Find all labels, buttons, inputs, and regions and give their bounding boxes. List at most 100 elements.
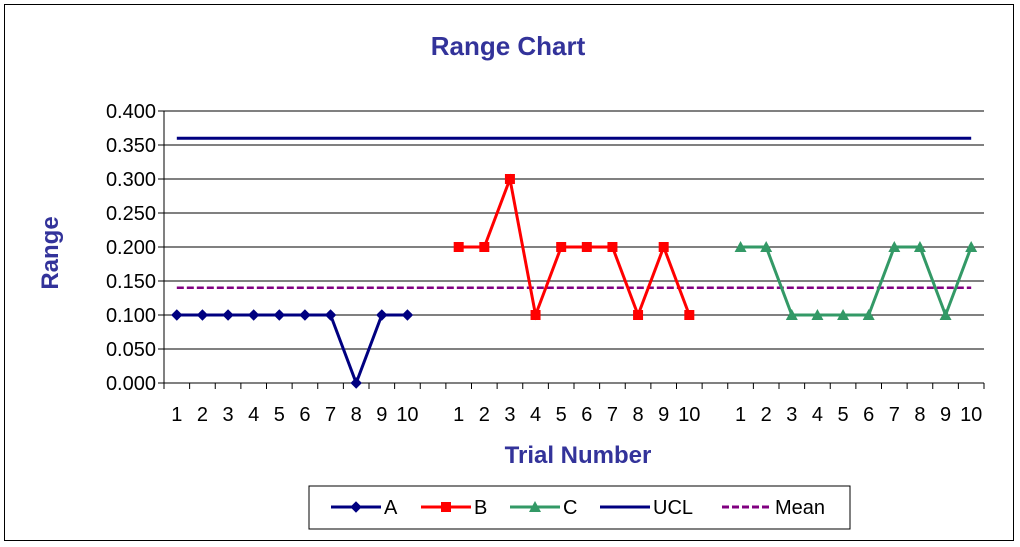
x-tick-label: 5 <box>838 404 849 426</box>
series <box>171 173 978 389</box>
x-axis-title: Trial Number <box>505 442 652 469</box>
x-tick-label: 3 <box>223 404 234 426</box>
data-point-a <box>171 309 183 321</box>
axes <box>158 110 985 389</box>
x-tick-label: 10 <box>678 404 700 426</box>
data-point-b <box>658 242 669 252</box>
x-tick-label: 6 <box>299 404 310 426</box>
x-tick-label: 5 <box>556 404 567 426</box>
x-tick-label: 6 <box>863 404 874 426</box>
series-line-b <box>458 173 691 321</box>
data-point-a <box>273 309 286 321</box>
tick-labels: 0.000 0.050 0.100 0.150 0.200 0.250 0.300 0.350… <box>106 101 982 426</box>
x-tick-label: 5 <box>274 404 285 426</box>
data-point-c <box>965 241 978 252</box>
legend-box <box>308 485 851 530</box>
x-tick-label: 8 <box>633 404 644 426</box>
data-point-c <box>734 241 747 252</box>
x-tick-label: 7 <box>607 404 618 426</box>
x-tick-label: 7 <box>889 404 900 426</box>
y-tick-label: 0.050 <box>106 339 156 361</box>
legend-item-mean: Mean <box>722 497 825 519</box>
x-tick-label: 4 <box>248 404 259 426</box>
x-tick-label: 8 <box>914 404 925 426</box>
data-point-b <box>633 310 644 320</box>
x-tick-label: 2 <box>479 404 490 426</box>
data-point-b <box>530 310 541 320</box>
chart-frame <box>4 4 1014 541</box>
x-tick-label: 4 <box>812 404 823 426</box>
data-point-b <box>504 174 515 184</box>
data-point-a <box>401 309 414 321</box>
chart-title: Range Chart <box>431 31 586 61</box>
legend-swatch-marker <box>441 502 451 512</box>
gridlines <box>164 110 984 350</box>
legend-swatch-marker <box>350 501 362 513</box>
series-line-a <box>176 313 408 388</box>
y-axis-title: Range <box>37 216 64 289</box>
x-tick-label: 1 <box>453 404 464 426</box>
x-tick-label: 2 <box>197 404 208 426</box>
legend-item-ucl: UCL <box>600 497 693 519</box>
data-point-c <box>913 241 926 252</box>
series-c <box>734 241 978 320</box>
x-tick-label: 4 <box>530 404 541 426</box>
data-point-c <box>760 241 773 252</box>
data-point-b <box>581 242 592 252</box>
series-b <box>453 173 695 321</box>
y-tick-label: 0.200 <box>106 237 156 259</box>
data-point-c <box>862 309 875 320</box>
data-point-c <box>811 309 824 320</box>
reference-lines <box>176 136 972 290</box>
y-tick-label: 0.300 <box>106 169 156 191</box>
legend-label: C <box>563 497 577 519</box>
series-a <box>171 309 414 389</box>
data-point-b <box>479 242 490 252</box>
x-tick-label: 9 <box>376 404 387 426</box>
y-tick-label: 0.000 <box>106 373 156 395</box>
data-point-a <box>376 309 388 321</box>
data-point-a <box>196 309 209 321</box>
data-point-c <box>837 309 850 320</box>
data-point-a <box>222 309 234 321</box>
legend-label: UCL <box>653 497 693 519</box>
data-point-a <box>350 377 362 389</box>
data-point-a <box>247 309 260 321</box>
x-tick-label: 3 <box>504 404 515 426</box>
legend-label: A <box>384 497 398 519</box>
x-tick-label: 9 <box>658 404 669 426</box>
x-tick-label: 1 <box>171 404 182 426</box>
data-point-b <box>453 242 464 252</box>
legend: A B C UCL Mean <box>308 485 851 530</box>
x-tick-label: 3 <box>786 404 797 426</box>
data-point-a <box>324 309 337 321</box>
data-point-c <box>785 309 798 320</box>
y-tick-label: 0.400 <box>106 101 156 123</box>
y-tick-label: 0.100 <box>106 305 156 327</box>
data-point-b <box>607 242 618 252</box>
y-tick-label: 0.150 <box>106 271 156 293</box>
data-point-c <box>939 309 952 320</box>
x-tick-label: 2 <box>761 404 772 426</box>
legend-item-c: C <box>510 497 577 519</box>
series-line-c <box>740 245 973 320</box>
data-point-b <box>556 242 567 252</box>
x-tick-label: 6 <box>581 404 592 426</box>
x-tick-label: 9 <box>940 404 951 426</box>
x-tick-label: 7 <box>325 404 336 426</box>
y-tick-label: 0.250 <box>106 203 156 225</box>
data-point-c <box>888 241 901 252</box>
data-point-a <box>299 309 311 321</box>
data-point-b <box>684 310 695 320</box>
x-tick-label: 10 <box>960 404 982 426</box>
y-tick-label: 0.350 <box>106 135 156 157</box>
x-tick-label: 10 <box>396 404 418 426</box>
legend-label: Mean <box>775 497 825 519</box>
legend-item-b: B <box>421 497 487 519</box>
legend-item-a: A <box>331 497 398 519</box>
x-tick-label: 1 <box>735 404 746 426</box>
legend-swatch-marker <box>529 501 541 512</box>
x-tick-label: 8 <box>351 404 362 426</box>
legend-label: B <box>474 497 487 519</box>
